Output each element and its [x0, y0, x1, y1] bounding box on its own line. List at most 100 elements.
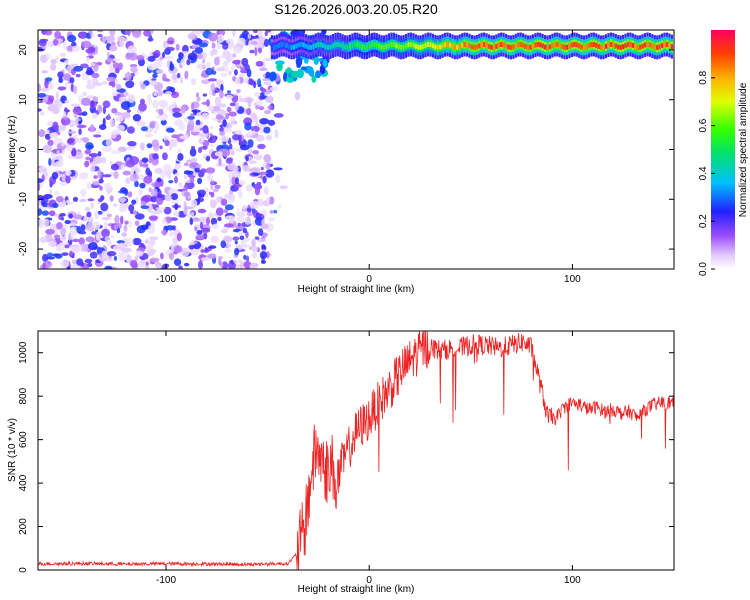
heatmap-cell [235, 177, 239, 185]
heatmap-cell [65, 169, 72, 176]
heatmap-cell [90, 202, 94, 209]
heatmap-cell [183, 162, 189, 167]
heatmap-cell [424, 42, 427, 48]
heatmap-cell [663, 42, 666, 48]
heatmap-cell [245, 255, 250, 263]
heatmap-cell [213, 105, 221, 112]
heatmap-cell [214, 184, 221, 190]
snr-panel: -100 0 100 0 200 400 600 800 1000 Height of str… [7, 330, 675, 595]
heatmap-cell [57, 86, 67, 91]
heatmap-cell [45, 228, 55, 235]
colorbar: 0.0 0.2 0.4 0.6 0.8 Normalized spectral ampl… [698, 30, 749, 276]
heatmap-cell [50, 63, 57, 71]
heatmap-cell [127, 45, 137, 55]
heatmap-cell [178, 265, 183, 269]
heatmap-cell [234, 130, 243, 135]
heatmap-cell [148, 239, 156, 246]
heatmap-cell [519, 41, 522, 47]
heatmap-cell [41, 202, 49, 208]
heatmap-cell [197, 260, 204, 269]
heatmap-cell [356, 42, 359, 48]
heatmap-cell [139, 182, 146, 189]
heatmap-cell [546, 44, 549, 50]
heatmap-cell [163, 206, 172, 215]
heatmap-cell [84, 258, 93, 264]
heatmap-cell [107, 113, 111, 120]
heatmap-cell [236, 208, 240, 217]
heatmap-cell [361, 44, 364, 50]
heatmap-cell [228, 111, 237, 117]
heatmap-cell [240, 261, 244, 269]
heatmap-cell [202, 139, 210, 148]
heatmap-cell [192, 217, 200, 222]
heatmap-cell [180, 105, 186, 114]
heatmap-cell [77, 118, 81, 122]
heatmap-cell [113, 255, 118, 261]
heatmap-cell [251, 245, 259, 252]
heatmap-cell [422, 43, 425, 49]
heatmap-cell [387, 42, 391, 48]
heatmap-cell [604, 43, 608, 49]
heatmap-cell [212, 188, 220, 193]
heatmap-cell [188, 162, 198, 169]
heatmap-cell [140, 142, 145, 151]
heatmap-cell [101, 250, 107, 260]
heatmap-cell [254, 187, 261, 196]
heatmap-cell [108, 44, 118, 52]
heatmap-cell [84, 149, 92, 155]
heatmap-cell [228, 215, 235, 224]
heatmap-cell [483, 41, 486, 47]
heatmap-cell [239, 235, 245, 241]
heatmap-cell [49, 132, 59, 139]
heatmap-cell [322, 59, 327, 68]
heatmap-cell [128, 204, 135, 212]
colorbar-tick-label: 0.8 [698, 70, 709, 84]
heatmap-cell [174, 172, 181, 177]
heatmap-cell [262, 78, 271, 82]
heatmap-cell [251, 251, 258, 259]
heatmap-y-tick-label: -10 [18, 192, 29, 207]
heatmap-cell [522, 42, 525, 48]
heatmap-cell [198, 42, 208, 48]
heatmap-cell [159, 145, 163, 150]
heatmap-cell [38, 108, 43, 112]
heatmap-cell [138, 102, 147, 112]
heatmap-cell [585, 44, 588, 50]
heatmap-cell [154, 122, 160, 131]
heatmap-cell [111, 129, 122, 136]
heatmap-cell [409, 41, 413, 47]
heatmap-cell [112, 62, 120, 70]
heatmap-y-axis-label: Frequency (Hz) [7, 116, 18, 185]
heatmap-cell [178, 181, 183, 189]
heatmap-cell [59, 227, 67, 236]
heatmap-cell [162, 73, 167, 82]
heatmap-cell [205, 167, 216, 174]
heatmap-cell [207, 78, 218, 82]
heatmap-cell [214, 151, 224, 157]
heatmap-cell [59, 35, 65, 40]
heatmap-cell [106, 250, 117, 257]
heatmap-cell [190, 211, 195, 217]
heatmap-cell [101, 80, 108, 85]
heatmap-cell [213, 56, 220, 66]
heatmap-cell [183, 173, 188, 180]
heatmap-cell [144, 264, 150, 269]
heatmap-cell [215, 207, 224, 216]
heatmap-cell [109, 119, 115, 128]
heatmap-cell [412, 42, 415, 48]
heatmap-cell [38, 93, 47, 98]
heatmap-cell [626, 42, 630, 48]
heatmap-cell [164, 193, 172, 202]
heatmap-y-tick-label: 20 [18, 44, 29, 56]
heatmap-cell [105, 35, 116, 43]
heatmap-cell [524, 43, 527, 49]
heatmap-cell [92, 221, 101, 230]
heatmap-cell [108, 68, 117, 74]
heatmap-cell [105, 138, 113, 147]
snr-y-tick-label: 400 [18, 474, 29, 491]
heatmap-cell [246, 107, 252, 116]
heatmap-cell [468, 43, 471, 49]
heatmap-cell [268, 217, 275, 222]
heatmap-cell [465, 42, 469, 48]
heatmap-cell [317, 42, 320, 48]
